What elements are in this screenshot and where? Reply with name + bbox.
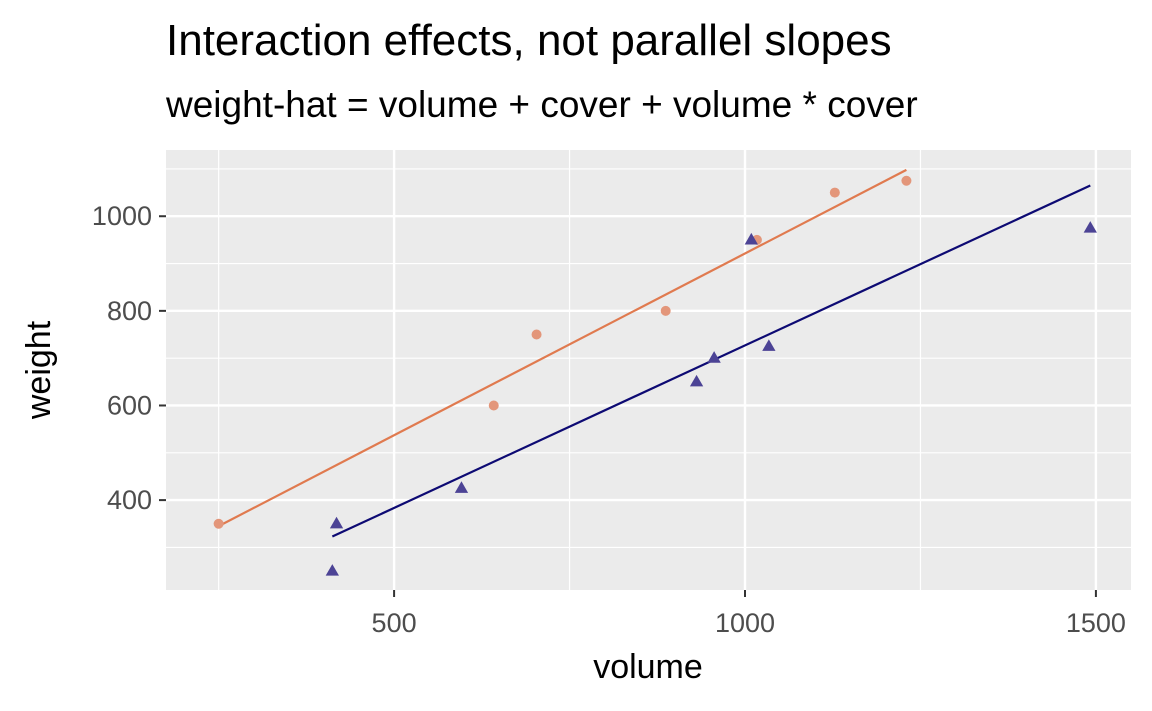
- data-point-triangle: [454, 481, 469, 493]
- data-point-circle: [213, 518, 224, 529]
- minor-gridlines: [166, 150, 1131, 590]
- data-point-circle: [488, 400, 499, 411]
- data-points: [213, 175, 1097, 576]
- data-point-circle: [901, 175, 912, 186]
- data-point-circle: [829, 187, 840, 198]
- chart-subtitle: weight-hat = volume + cover + volume * c…: [166, 84, 918, 125]
- data-point-circle: [531, 329, 542, 340]
- major-gridlines: [166, 150, 1131, 590]
- data-point-triangle: [689, 374, 704, 387]
- data-point-triangle: [325, 564, 339, 576]
- x-axis-title: volume: [593, 648, 703, 686]
- data-point-circle: [660, 305, 671, 316]
- y-tick-label: 400: [107, 485, 152, 515]
- data-point-triangle: [762, 339, 776, 351]
- y-tick-label: 1000: [92, 201, 152, 231]
- plot-panel: [166, 150, 1131, 590]
- chart-title: Interaction effects, not parallel slopes: [166, 16, 892, 65]
- y-tick-label: 600: [107, 390, 152, 420]
- x-tick-label: 1000: [715, 608, 775, 638]
- y-tick-label: 800: [107, 296, 152, 326]
- data-point-triangle: [707, 351, 721, 363]
- axes: 500 1000 1500 400 600 800 1000: [92, 201, 1126, 638]
- data-point-triangle: [1083, 221, 1097, 233]
- x-tick-label: 1500: [1066, 608, 1126, 638]
- fit-line-series-1: [218, 168, 907, 528]
- x-tick-label: 500: [372, 608, 417, 638]
- data-point-triangle: [744, 232, 758, 245]
- data-point-triangle: [329, 516, 344, 529]
- y-axis-title: weight: [20, 320, 58, 420]
